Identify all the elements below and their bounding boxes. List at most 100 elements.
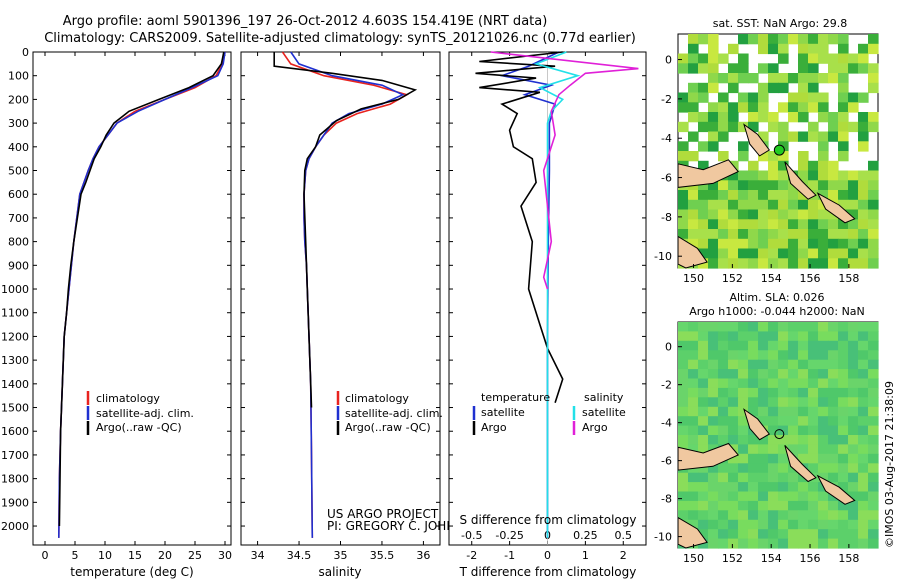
legend-label-sal-sat: satellite xyxy=(582,406,626,419)
map-cell xyxy=(768,538,779,549)
map-cell xyxy=(728,322,739,332)
map-cell xyxy=(798,102,809,113)
map-cell xyxy=(848,453,859,464)
land-mass xyxy=(784,445,817,483)
y-tick-label: 1700 xyxy=(1,449,29,462)
map-cell xyxy=(808,258,819,269)
sla-map-title: Altim. SLA: 0.026 xyxy=(729,291,824,304)
map-cell xyxy=(858,378,869,389)
pi-credit: PI: GREGORY C. JOHNSON xyxy=(327,519,481,533)
map-cell xyxy=(868,229,879,240)
map-cell xyxy=(728,219,739,230)
map-cell xyxy=(838,34,849,45)
map-cell xyxy=(758,444,769,455)
map-cell xyxy=(748,340,759,351)
map-cell xyxy=(728,258,739,269)
map-cell xyxy=(808,463,819,474)
map-cell xyxy=(698,397,709,408)
map-cell xyxy=(718,151,729,162)
map-cell xyxy=(768,112,779,123)
map-x-tick-label: 156 xyxy=(800,552,821,565)
map-cell xyxy=(748,510,759,521)
map-y-tick-label: -8 xyxy=(661,211,672,224)
map-cell xyxy=(798,378,809,389)
map-x-tick-label: 154 xyxy=(761,552,782,565)
map-cell xyxy=(708,519,719,530)
map-cell xyxy=(688,34,699,45)
map-cell xyxy=(738,238,749,250)
map-cell xyxy=(678,510,689,521)
map-cell xyxy=(768,209,779,220)
map-cell xyxy=(848,53,859,64)
map-cell xyxy=(788,435,799,445)
map-cell xyxy=(778,378,789,389)
map-cell xyxy=(698,112,709,123)
map-cell xyxy=(688,350,699,361)
map-cell xyxy=(798,538,809,549)
map-cell xyxy=(808,519,819,530)
map-cell xyxy=(858,463,869,474)
map-cell xyxy=(738,397,749,408)
map-cell xyxy=(708,102,719,113)
map-cell xyxy=(778,331,789,342)
map-cell xyxy=(778,472,789,483)
map-cell xyxy=(848,340,859,351)
map-cell xyxy=(848,92,859,103)
map-cell xyxy=(688,322,699,332)
land-mass xyxy=(677,159,739,188)
y-tick-label: 1600 xyxy=(1,425,29,438)
map-cell xyxy=(818,151,829,162)
map-cell xyxy=(718,406,729,417)
map-cell xyxy=(758,538,769,549)
map-cell xyxy=(698,500,709,511)
map-cell xyxy=(858,170,869,181)
map-cell xyxy=(788,350,799,361)
map-cell xyxy=(768,529,779,540)
map-cell xyxy=(798,151,809,162)
map-cell xyxy=(758,397,769,408)
map-cell xyxy=(778,131,789,142)
map-cell xyxy=(808,538,819,549)
y-tick-label: 1000 xyxy=(1,283,29,296)
land-mass xyxy=(677,442,740,471)
map-cell xyxy=(858,435,869,445)
map-cell xyxy=(758,248,769,259)
map-cell xyxy=(838,387,849,398)
map-cell xyxy=(718,258,729,269)
map-cell xyxy=(678,209,689,220)
map-y-tick-label: -2 xyxy=(661,379,672,392)
map-cell xyxy=(808,378,819,389)
map-cell xyxy=(848,491,859,502)
map-cell xyxy=(808,170,819,181)
map-y-tick-label: -8 xyxy=(661,493,672,506)
map-cell xyxy=(678,369,689,380)
land-mass xyxy=(677,235,708,269)
map-cell xyxy=(718,350,729,361)
map-cell xyxy=(738,425,749,436)
map-cell xyxy=(738,229,749,240)
map-cell xyxy=(808,229,819,240)
map-cell xyxy=(728,482,739,493)
map-cell xyxy=(818,453,829,464)
y-tick-label: 1900 xyxy=(1,496,29,509)
map-cell xyxy=(728,538,739,549)
map-cell xyxy=(768,416,779,427)
map-cell xyxy=(818,53,829,64)
map-cell xyxy=(798,73,809,84)
map-cell xyxy=(848,416,859,427)
map-cell xyxy=(708,425,719,436)
map-cell xyxy=(778,444,789,455)
map-cell xyxy=(708,141,719,152)
map-cell xyxy=(738,209,749,220)
map-cell xyxy=(688,209,699,220)
map-cell xyxy=(838,180,849,191)
map-cell xyxy=(798,160,809,172)
map-cell xyxy=(758,331,769,342)
map-cell xyxy=(848,350,859,361)
map-cell xyxy=(828,369,839,380)
map-cell xyxy=(748,190,759,201)
map-cell xyxy=(758,238,769,250)
x-top-tick-label: 0.5 xyxy=(615,529,633,542)
map-cell xyxy=(788,359,799,370)
map-cell xyxy=(858,519,869,530)
